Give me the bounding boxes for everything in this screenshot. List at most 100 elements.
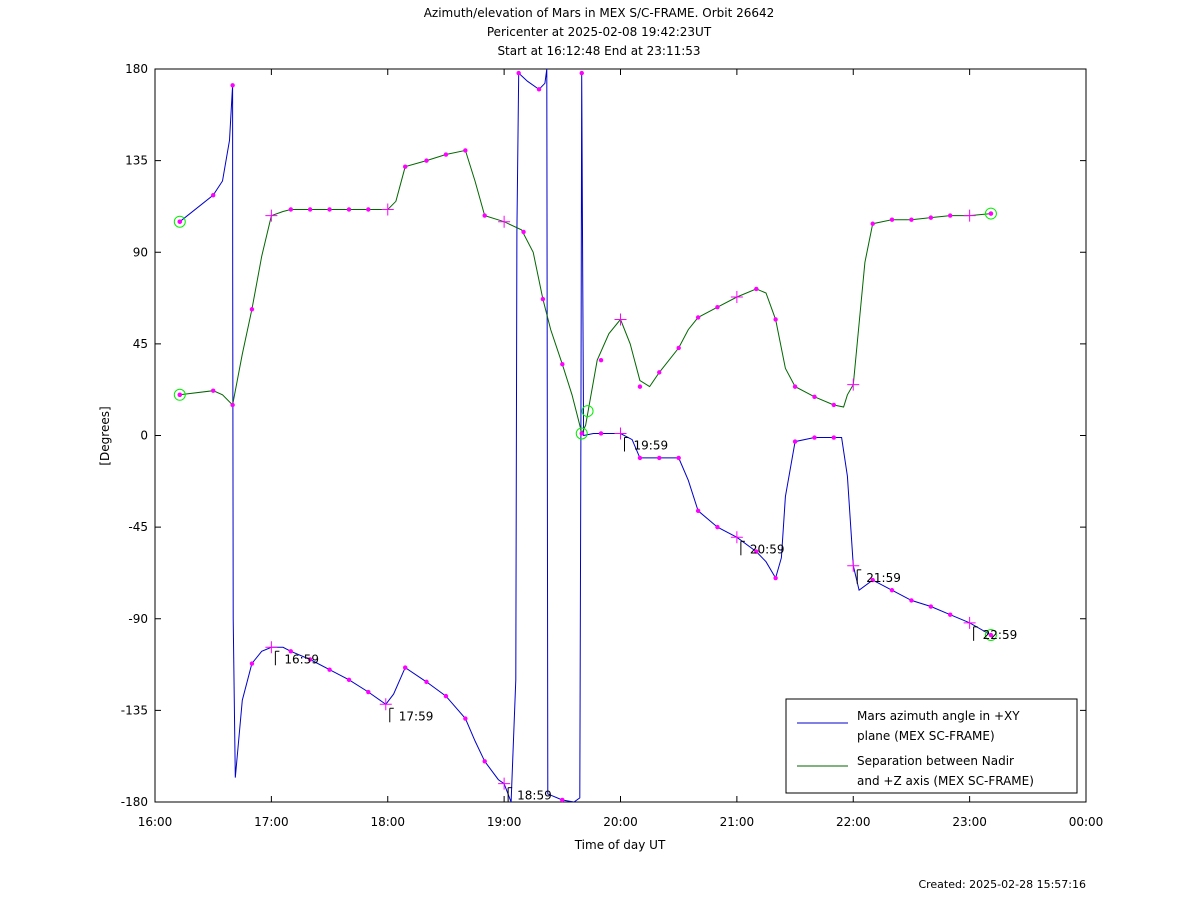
legend-box (785, 698, 1078, 794)
endpoint-circle-separation (984, 207, 997, 220)
data-point-azimuth (715, 524, 720, 530)
x-tick-label: 19:00 (487, 815, 522, 829)
hour-mark-azimuth (379, 698, 392, 711)
time-annotation: 22:59 (983, 628, 1018, 642)
data-point-separation (754, 286, 759, 292)
data-point-separation (482, 213, 487, 218)
data-point-azimuth (327, 667, 332, 672)
pericenter-circle-separation (581, 405, 594, 418)
data-point-azimuth (536, 87, 542, 92)
hour-mark-separation (847, 378, 860, 391)
data-point-azimuth (560, 797, 565, 803)
data-point-separation (637, 384, 643, 389)
x-tick-label: 22:00 (836, 815, 871, 829)
data-point-separation (870, 221, 875, 226)
data-point-azimuth (346, 677, 352, 683)
data-point-azimuth (695, 508, 701, 514)
endpoint-dot-azimuth (988, 632, 994, 638)
data-point-separation (695, 315, 701, 320)
data-point-separation (230, 402, 235, 408)
data-point-azimuth (831, 435, 837, 440)
hour-mark-separation (498, 215, 511, 228)
data-point-azimuth (909, 598, 914, 603)
y-tick-label: 180 (125, 62, 148, 76)
hour-mark-azimuth (614, 427, 627, 440)
hour-mark-azimuth (847, 559, 860, 572)
x-axis-label: Time of day UT (574, 838, 666, 852)
data-point-azimuth (870, 577, 875, 583)
data-point-separation (424, 158, 429, 163)
data-point-separation (443, 152, 449, 157)
data-point-separation (403, 164, 408, 169)
data-point-azimuth (598, 431, 604, 436)
legend-entry-separation-line-2: and +Z axis (MEX SC-FRAME) (857, 774, 1034, 788)
hour-mark-azimuth (498, 777, 511, 790)
data-point-separation (463, 148, 468, 153)
data-point-separation (909, 217, 914, 222)
x-tick-label: 23:00 (952, 815, 987, 829)
created-timestamp: Created: 2025-02-28 15:57:16 (918, 878, 1086, 891)
series-line-azimuth (179, 69, 992, 802)
data-point-separation (657, 370, 662, 375)
data-point-separation (288, 207, 294, 212)
data-point-azimuth (366, 689, 371, 695)
data-point-azimuth (928, 604, 934, 609)
data-point-separation (307, 207, 313, 212)
data-point-azimuth (812, 435, 817, 440)
data-point-separation (521, 229, 526, 235)
chart-title: Azimuth/elevation of Mars in MEX S/C-FRA… (424, 6, 775, 58)
data-point-separation (540, 296, 546, 302)
hour-mark-azimuth (265, 641, 278, 654)
hour-mark-separation (963, 209, 976, 222)
legend: Mars azimuth angle in +XY plane (MEX SC-… (785, 698, 1078, 794)
data-point-separation (947, 213, 953, 218)
data-point-separation (889, 217, 895, 222)
axis-labels: Time of day UT [Degrees] (98, 406, 666, 852)
x-tick-label: 21:00 (720, 815, 755, 829)
y-axis-label: [Degrees] (98, 406, 112, 465)
data-point-azimuth (792, 439, 798, 444)
time-annotation: 18:59 (517, 789, 552, 803)
data-point-separation (579, 431, 584, 436)
data-point-azimuth (889, 588, 895, 593)
data-point-azimuth (210, 193, 216, 198)
chart-title-line-2: Pericenter at 2025-02-08 19:42:23UT (487, 25, 712, 39)
endpoint-dot-separation (177, 392, 182, 397)
data-point-azimuth (676, 455, 681, 461)
data-point-separation (792, 384, 798, 389)
data-point-azimuth (947, 612, 953, 617)
legend-entry-azimuth-line-2: plane (MEX SC-FRAME) (857, 729, 995, 743)
data-point-separation (773, 317, 778, 322)
data-point-azimuth (754, 549, 759, 554)
y-tick-label: 45 (133, 337, 148, 351)
data-point-separation (831, 402, 837, 408)
data-point-separation (560, 362, 565, 367)
marker-layer (173, 70, 997, 803)
plot-area: 16:00 17:00 18:00 19:00 20:00 21:00 22:00 23:00… (121, 62, 1104, 829)
pericenter-circle-separation (575, 427, 588, 440)
data-point-separation (598, 357, 604, 363)
data-point-separation (366, 207, 371, 212)
time-annotation: 20:59 (750, 542, 785, 556)
data-point-separation (928, 215, 934, 220)
data-point-azimuth (482, 759, 487, 764)
x-tick-label: 20:00 (603, 815, 638, 829)
data-point-azimuth (516, 70, 521, 76)
y-tick-label: 135 (125, 154, 148, 168)
data-point-separation (346, 207, 352, 212)
x-tick-label: 17:00 (254, 815, 289, 829)
time-annotation: 21:59 (866, 571, 901, 585)
y-tick-label: -45 (128, 520, 148, 534)
data-point-separation (676, 345, 681, 351)
data-point-azimuth (288, 649, 294, 654)
chart-title-line-3: Start at 16:12:48 End at 23:11:53 (497, 44, 700, 58)
legend-entry-azimuth-line-1: Mars azimuth angle in +XY (857, 709, 1020, 723)
data-point-azimuth (637, 455, 643, 461)
endpoint-circle-separation (173, 388, 186, 401)
data-point-azimuth (424, 679, 429, 685)
series-line-separation (179, 149, 991, 436)
time-annotation: 19:59 (634, 438, 669, 452)
hour-mark-separation (614, 313, 627, 326)
data-point-separation (715, 305, 720, 310)
endpoint-circle-azimuth (173, 215, 186, 228)
